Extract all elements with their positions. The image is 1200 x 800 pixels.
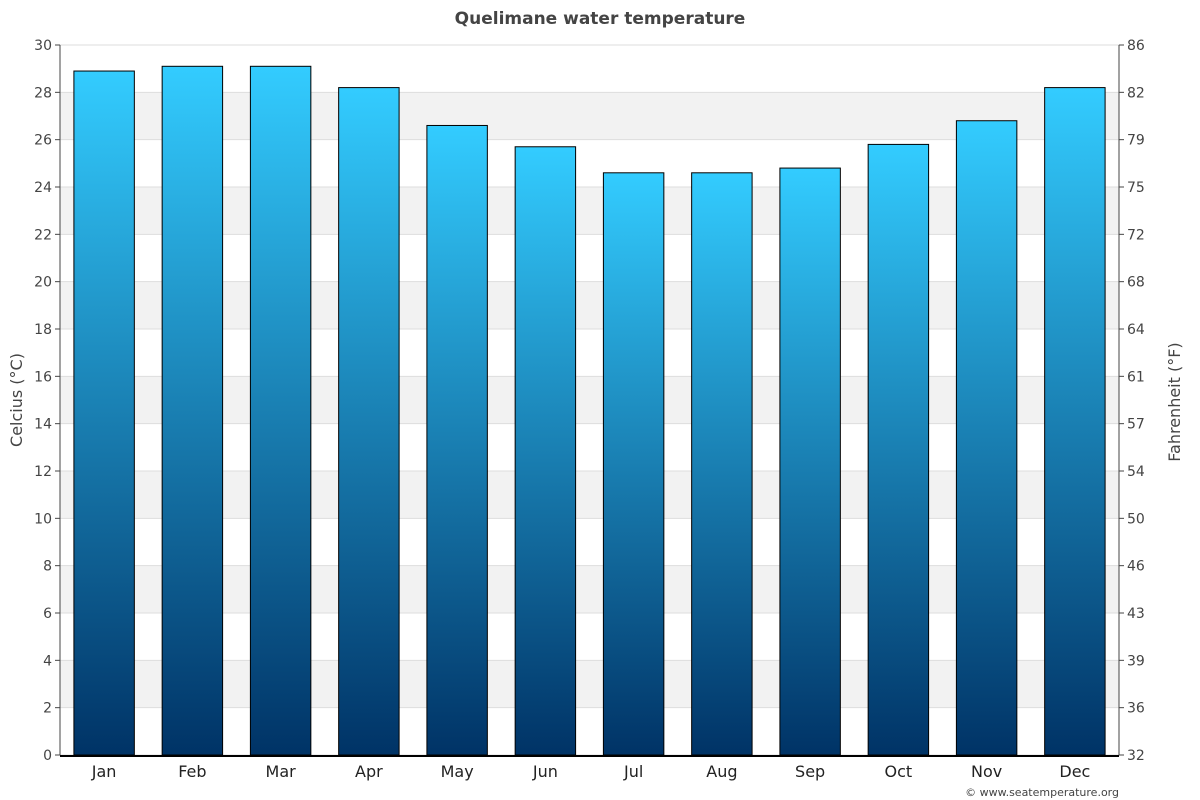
x-tick-label: Jun <box>532 762 558 781</box>
y-tick-label-right: 57 <box>1127 417 1145 433</box>
y-tick-label-left: 28 <box>34 85 52 101</box>
y-tick-label-right: 46 <box>1127 559 1145 575</box>
y-tick-label-right: 36 <box>1127 701 1145 717</box>
y-tick-label-right: 75 <box>1127 180 1145 196</box>
y-tick-label-right: 32 <box>1127 748 1145 764</box>
x-tick-label: May <box>441 762 474 781</box>
y-tick-label-left: 2 <box>43 701 52 717</box>
axes <box>59 45 1120 757</box>
y-tick-label-left: 8 <box>43 559 52 575</box>
bar-dec <box>1044 87 1106 756</box>
y-tick-label-left: 20 <box>34 275 52 291</box>
grid-bands <box>60 92 1119 708</box>
chart-title: Quelimane water temperature <box>455 9 746 29</box>
bar-aug <box>691 172 753 756</box>
grid-band <box>60 187 1119 235</box>
bar-oct <box>867 143 930 756</box>
y-axis-label-right: Fahrenheit (°F) <box>1165 342 1184 461</box>
x-tick-label: Nov <box>971 762 1002 781</box>
y-tick-label-left: 4 <box>43 653 52 669</box>
y-tick-label-right: 79 <box>1127 133 1145 149</box>
y-tick-label-right: 43 <box>1127 606 1145 622</box>
grid-band <box>60 471 1119 519</box>
grid-band <box>60 565 1119 613</box>
y-tick-label-left: 18 <box>34 322 52 338</box>
y-tick-label-right: 64 <box>1127 322 1145 338</box>
y-tick-label-left: 0 <box>43 748 52 764</box>
x-tick-label: Aug <box>706 762 737 781</box>
bar-jul <box>602 172 665 756</box>
y-tick-label-left: 6 <box>43 606 52 622</box>
y-tick-label-right: 50 <box>1127 511 1145 527</box>
y-tick-label-left: 12 <box>34 464 52 480</box>
y-tick-label-left: 26 <box>34 133 52 149</box>
x-tick-label: Mar <box>266 762 297 781</box>
y-tick-label-right: 82 <box>1127 85 1145 101</box>
y-tick-label-left: 10 <box>34 511 52 527</box>
y-tick-label-left: 22 <box>34 227 52 243</box>
bar-jan <box>73 70 135 756</box>
y-tick-label-right: 86 <box>1127 38 1145 54</box>
y-tick-label-left: 16 <box>34 369 52 385</box>
y-tick-label-right: 68 <box>1127 275 1145 291</box>
bar-nov <box>955 120 1018 756</box>
grid-band <box>60 92 1119 140</box>
y-tick-label-left: 14 <box>34 417 52 433</box>
bars <box>73 65 1106 756</box>
x-tick-label: Apr <box>355 762 383 781</box>
y-tick-label-left: 24 <box>34 180 52 196</box>
right-tick-labels: 32 36 39 43 46 50 54 57 61 64 68 72 75 79 82 86 <box>1127 38 1145 764</box>
category-labels: Jan Feb Mar Apr May Jun Jul Aug Sep Oct Nov Dec <box>91 762 1091 781</box>
x-tick-label: Jul <box>623 762 643 781</box>
bar-feb <box>161 65 224 756</box>
credit-text: © www.seatemperature.org <box>965 786 1119 799</box>
grid-band <box>60 376 1119 424</box>
y-tick-label-left: 30 <box>34 38 52 54</box>
bar-mar <box>249 65 312 756</box>
x-tick-label: Feb <box>178 762 206 781</box>
x-tick-label: Jan <box>91 762 117 781</box>
x-tick-label: Sep <box>795 762 825 781</box>
y-tick-label-right: 39 <box>1127 653 1145 669</box>
y-tick-label-right: 61 <box>1127 369 1145 385</box>
bar-sep <box>779 167 841 756</box>
grid-band <box>60 281 1119 329</box>
x-tick-label: Dec <box>1059 762 1090 781</box>
bar-may <box>426 124 488 756</box>
y-tick-label-right: 72 <box>1127 227 1145 243</box>
bar-apr <box>338 87 400 756</box>
grid-band <box>60 660 1119 708</box>
x-tick-label: Oct <box>885 762 913 781</box>
y-tick-label-right: 54 <box>1127 464 1145 480</box>
bar-jun <box>514 146 577 756</box>
y-axis-label-left: Celcius (°C) <box>7 353 26 447</box>
